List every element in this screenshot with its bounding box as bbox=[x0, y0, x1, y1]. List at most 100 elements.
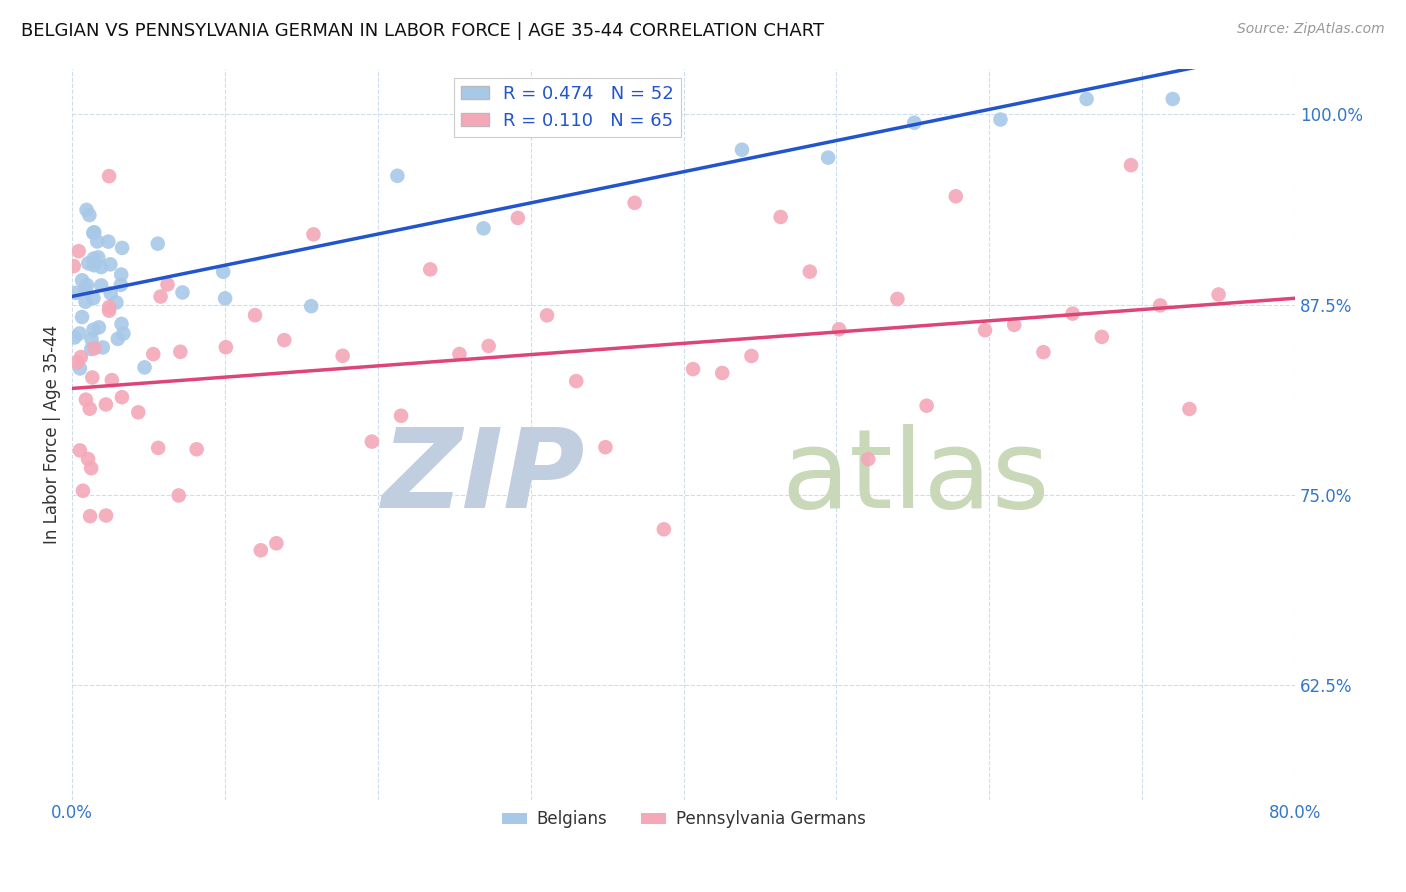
Point bbox=[76, 278, 98, 293]
Point bbox=[886, 292, 908, 306]
Point bbox=[740, 349, 762, 363]
Point bbox=[134, 360, 156, 375]
Point bbox=[945, 189, 967, 203]
Point bbox=[149, 289, 172, 303]
Point bbox=[75, 392, 97, 407]
Point bbox=[146, 236, 169, 251]
Point bbox=[711, 366, 734, 380]
Point bbox=[1076, 92, 1098, 106]
Point bbox=[86, 235, 108, 249]
Point bbox=[66, 355, 89, 369]
Text: atlas: atlas bbox=[782, 425, 1050, 532]
Point bbox=[387, 169, 409, 183]
Point bbox=[110, 277, 132, 292]
Point bbox=[1161, 92, 1184, 106]
Point bbox=[90, 278, 112, 293]
Point bbox=[82, 291, 104, 305]
Point bbox=[87, 320, 110, 334]
Legend: Belgians, Pennsylvania Germans: Belgians, Pennsylvania Germans bbox=[495, 804, 872, 835]
Point bbox=[82, 370, 104, 384]
Point bbox=[70, 273, 93, 287]
Text: ZIP: ZIP bbox=[382, 425, 586, 532]
Point bbox=[75, 281, 97, 295]
Point bbox=[273, 333, 295, 347]
Point bbox=[65, 285, 87, 300]
Point bbox=[87, 251, 110, 265]
Point bbox=[419, 262, 441, 277]
Point bbox=[75, 294, 97, 309]
Point bbox=[565, 374, 588, 388]
Point bbox=[214, 292, 236, 306]
Point bbox=[1091, 330, 1114, 344]
Point bbox=[302, 227, 325, 242]
Point bbox=[79, 401, 101, 416]
Point bbox=[63, 330, 86, 344]
Point bbox=[62, 259, 84, 273]
Point bbox=[70, 310, 93, 324]
Text: BELGIAN VS PENNSYLVANIA GERMAN IN LABOR FORCE | AGE 35-44 CORRELATION CHART: BELGIAN VS PENNSYLVANIA GERMAN IN LABOR … bbox=[21, 22, 824, 40]
Point bbox=[266, 536, 288, 550]
Point bbox=[172, 285, 194, 300]
Point bbox=[83, 258, 105, 272]
Point bbox=[1178, 401, 1201, 416]
Point bbox=[91, 341, 114, 355]
Point bbox=[146, 441, 169, 455]
Point bbox=[94, 397, 117, 411]
Point bbox=[558, 111, 581, 125]
Point bbox=[127, 405, 149, 419]
Point bbox=[472, 221, 495, 235]
Point bbox=[828, 322, 851, 336]
Point bbox=[644, 121, 666, 136]
Point bbox=[817, 151, 839, 165]
Point bbox=[974, 323, 997, 337]
Point bbox=[94, 508, 117, 523]
Point bbox=[682, 362, 704, 376]
Point bbox=[1149, 298, 1171, 312]
Point bbox=[731, 143, 754, 157]
Point bbox=[360, 434, 382, 449]
Point bbox=[299, 299, 322, 313]
Point bbox=[167, 488, 190, 502]
Point bbox=[80, 461, 103, 475]
Point bbox=[652, 522, 675, 536]
Point bbox=[1119, 158, 1142, 172]
Point bbox=[98, 300, 121, 314]
Point bbox=[112, 326, 135, 341]
Point bbox=[332, 349, 354, 363]
Point bbox=[249, 543, 271, 558]
Point bbox=[80, 342, 103, 356]
Point bbox=[105, 295, 128, 310]
Point bbox=[90, 260, 112, 274]
Point bbox=[478, 339, 501, 353]
Point bbox=[69, 326, 91, 341]
Point bbox=[1208, 287, 1230, 301]
Point bbox=[97, 235, 120, 249]
Point bbox=[83, 225, 105, 239]
Point bbox=[76, 202, 98, 217]
Point bbox=[83, 341, 105, 355]
Point bbox=[142, 347, 165, 361]
Point bbox=[82, 323, 104, 337]
Point bbox=[449, 347, 471, 361]
Point bbox=[389, 409, 412, 423]
Point bbox=[212, 265, 235, 279]
Point bbox=[915, 399, 938, 413]
Point bbox=[77, 256, 100, 270]
Point bbox=[536, 309, 558, 323]
Point bbox=[169, 344, 191, 359]
Point bbox=[506, 211, 529, 225]
Point bbox=[1062, 307, 1084, 321]
Point bbox=[79, 509, 101, 524]
Point bbox=[69, 361, 91, 376]
Point bbox=[69, 350, 91, 364]
Point bbox=[110, 317, 132, 331]
Point bbox=[98, 257, 121, 271]
Point bbox=[799, 265, 821, 279]
Point bbox=[80, 332, 103, 346]
Point bbox=[1032, 345, 1054, 359]
Point bbox=[769, 210, 792, 224]
Point bbox=[903, 116, 925, 130]
Y-axis label: In Labor Force | Age 35-44: In Labor Force | Age 35-44 bbox=[44, 325, 60, 543]
Point bbox=[82, 226, 104, 240]
Point bbox=[156, 277, 179, 292]
